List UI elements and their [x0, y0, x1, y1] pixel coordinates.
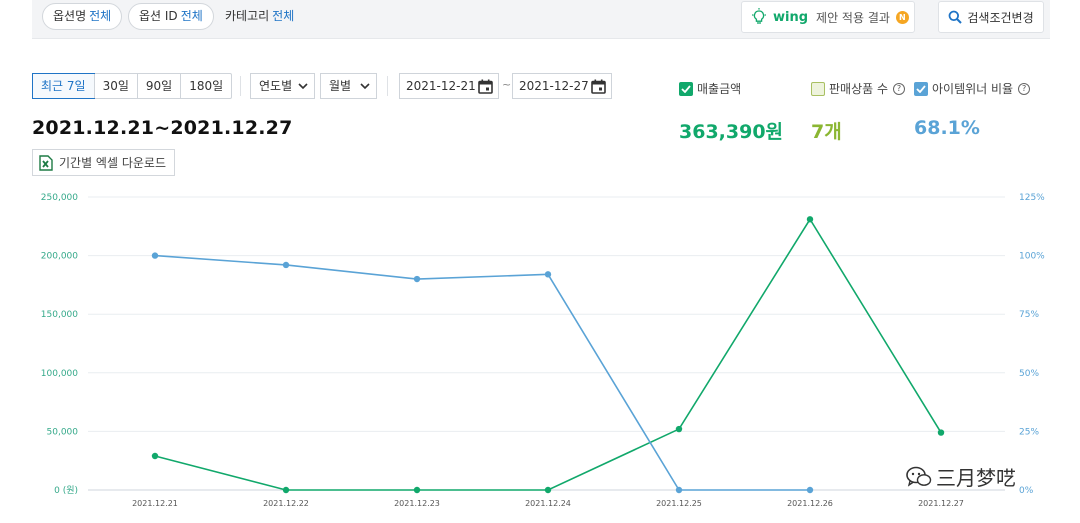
products-sold-value: 7개	[811, 121, 842, 143]
lightbulb-icon	[752, 8, 766, 24]
y-left-tick-label: 0 (원)	[54, 485, 78, 496]
data-point[interactable]	[413, 275, 421, 283]
divider	[387, 76, 388, 96]
period-tabs: 최근 7일 30일 90일 180일	[32, 73, 233, 99]
excel-icon	[39, 154, 53, 171]
x-tick-label: 2021.12.23	[394, 499, 440, 508]
series-line	[154, 217, 942, 491]
item-winner-toggle[interactable]: 아이템위너 비율 ?	[914, 80, 1031, 97]
products-sold-label: 판매상품 수	[829, 82, 889, 96]
y-right-tick-label: 75%	[1019, 310, 1039, 320]
wechat-icon	[906, 466, 932, 487]
y-right-tick-label: 125%	[1019, 193, 1045, 203]
monthly-dropdown[interactable]: 월별	[320, 73, 377, 99]
data-point[interactable]	[675, 425, 683, 433]
wing-logo: wing	[773, 9, 809, 25]
x-tick-label: 2021.12.21	[132, 499, 178, 508]
data-point[interactable]	[806, 486, 814, 494]
sales-amount-value: 363,390원	[679, 121, 784, 143]
tab-30-days[interactable]: 30일	[93, 74, 137, 98]
y-left-tick-label: 150,000	[41, 310, 78, 320]
x-tick-label: 2021.12.27	[918, 499, 964, 508]
data-point[interactable]	[806, 216, 814, 223]
x-tick-label: 2021.12.22	[263, 499, 309, 508]
tab-90-days[interactable]: 90일	[136, 74, 180, 98]
start-date-input[interactable]: 2021-12-21	[399, 73, 499, 99]
excel-download-button[interactable]: 기간별 엑셀 다운로드	[32, 149, 175, 176]
start-date-value: 2021-12-21	[406, 79, 476, 93]
date-separator: ~	[502, 78, 512, 91]
option-name-value: 전체	[89, 9, 112, 23]
checkbox-unchecked-icon	[811, 81, 825, 96]
new-badge: N	[895, 10, 909, 24]
data-point[interactable]	[544, 271, 552, 278]
chevron-down-icon	[298, 83, 308, 90]
category-value: 전체	[272, 9, 295, 23]
data-point[interactable]	[282, 261, 290, 269]
period-title: 2021.12.21~2021.12.27	[32, 117, 293, 139]
divider	[240, 76, 241, 96]
option-id-value: 전체	[180, 9, 203, 23]
y-right-tick-label: 0%	[1019, 486, 1034, 496]
change-search-button[interactable]: 검색조건변경	[938, 1, 1044, 33]
data-point[interactable]	[675, 486, 683, 494]
checkbox-checked-icon	[914, 81, 928, 96]
item-winner-value: 68.1%	[914, 117, 980, 139]
data-point[interactable]	[151, 452, 159, 460]
y-left-tick-label: 100,000	[41, 369, 78, 379]
excel-download-label: 기간별 엑셀 다운로드	[59, 156, 166, 170]
y-right-tick-label: 50%	[1019, 369, 1039, 379]
option-name-filter[interactable]: 옵션명 전체	[42, 3, 123, 30]
end-date-input[interactable]: 2021-12-27	[512, 73, 612, 99]
change-search-label: 검색조건변경	[967, 10, 1034, 25]
data-point[interactable]	[937, 429, 945, 436]
calendar-icon[interactable]	[478, 79, 493, 94]
wing-suggestion-result[interactable]: wing 제안 적용 결과 N	[741, 1, 915, 33]
chevron-down-icon	[360, 83, 370, 90]
wing-suggestion-label: 제안 적용 결과	[816, 10, 890, 25]
data-point[interactable]	[413, 486, 421, 494]
item-winner-label: 아이템위너 비율	[932, 82, 1014, 96]
y-right-tick-label: 25%	[1019, 427, 1039, 437]
series-line	[154, 254, 810, 491]
y-left-tick-label: 50,000	[47, 427, 79, 437]
y-right-tick-label: 100%	[1019, 252, 1045, 262]
x-tick-label: 2021.12.24	[525, 499, 571, 508]
category-label: 카테고리	[225, 9, 270, 23]
data-point[interactable]	[544, 486, 552, 494]
option-id-filter[interactable]: 옵션 ID 전체	[128, 3, 214, 30]
option-name-label: 옵션명	[53, 9, 87, 23]
y-left-tick-label: 250,000	[41, 193, 78, 203]
sales-amount-label: 매출금액	[697, 82, 742, 96]
y-left-tick-label: 200,000	[41, 252, 78, 262]
x-tick-label: 2021.12.25	[656, 499, 702, 508]
data-point[interactable]	[282, 486, 290, 494]
monthly-dropdown-label: 월별	[329, 79, 352, 93]
calendar-icon[interactable]	[591, 79, 606, 94]
x-tick-label: 2021.12.26	[787, 499, 833, 508]
data-point[interactable]	[151, 252, 159, 259]
tab-180-days[interactable]: 180일	[180, 74, 231, 98]
search-icon	[948, 10, 963, 24]
watermark: 三月梦呓	[906, 462, 1016, 491]
checkbox-checked-icon	[679, 81, 693, 96]
category-filter[interactable]: 카테고리 전체	[214, 3, 305, 30]
yearly-dropdown[interactable]: 연도별	[250, 73, 315, 99]
help-icon[interactable]: ?	[893, 82, 906, 95]
end-date-value: 2021-12-27	[519, 79, 589, 93]
tab-last-7-days[interactable]: 최근 7일	[32, 73, 95, 99]
sales-amount-toggle[interactable]: 매출금액	[679, 80, 741, 97]
help-icon[interactable]: ?	[1018, 82, 1031, 95]
products-sold-toggle[interactable]: 판매상품 수 ?	[811, 80, 906, 97]
option-id-label: 옵션 ID	[139, 9, 178, 23]
yearly-dropdown-label: 연도별	[259, 79, 293, 93]
filter-bar: 옵션명 전체 옵션 ID 전체 카테고리 전체 wing 제안 적용 결과 N 검색조…	[32, 0, 1050, 39]
watermark-text: 三月梦呓	[936, 466, 1016, 490]
